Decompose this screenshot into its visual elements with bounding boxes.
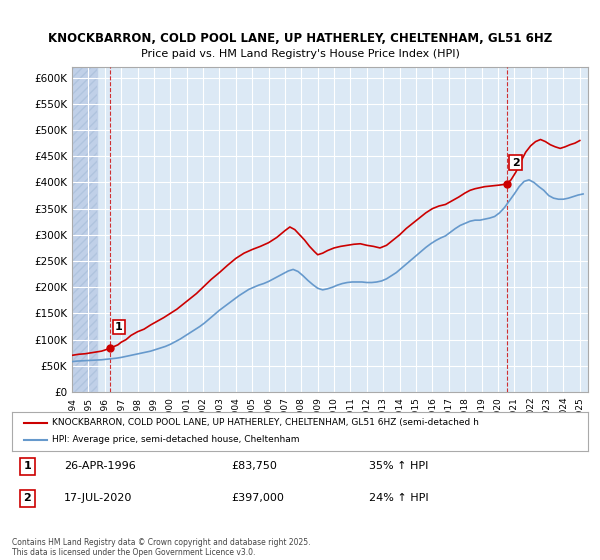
Text: 2: 2 bbox=[23, 493, 31, 503]
Text: 17-JUL-2020: 17-JUL-2020 bbox=[64, 493, 132, 503]
Text: 2: 2 bbox=[512, 158, 520, 167]
Bar bbox=[72, 67, 97, 392]
Text: £397,000: £397,000 bbox=[231, 493, 284, 503]
Text: 1: 1 bbox=[115, 322, 122, 332]
Text: 24% ↑ HPI: 24% ↑ HPI bbox=[369, 493, 429, 503]
Text: KNOCKBARRON, COLD POOL LANE, UP HATHERLEY, CHELTENHAM, GL51 6HZ: KNOCKBARRON, COLD POOL LANE, UP HATHERLE… bbox=[48, 32, 552, 45]
Text: 26-APR-1996: 26-APR-1996 bbox=[64, 461, 136, 471]
Text: HPI: Average price, semi-detached house, Cheltenham: HPI: Average price, semi-detached house,… bbox=[52, 435, 300, 444]
Bar bbox=[72, 67, 97, 392]
Text: 35% ↑ HPI: 35% ↑ HPI bbox=[369, 461, 428, 471]
Text: Contains HM Land Registry data © Crown copyright and database right 2025.
This d: Contains HM Land Registry data © Crown c… bbox=[12, 538, 311, 557]
Text: £83,750: £83,750 bbox=[231, 461, 277, 471]
Text: Price paid vs. HM Land Registry's House Price Index (HPI): Price paid vs. HM Land Registry's House … bbox=[140, 49, 460, 59]
Text: KNOCKBARRON, COLD POOL LANE, UP HATHERLEY, CHELTENHAM, GL51 6HZ (semi-detached h: KNOCKBARRON, COLD POOL LANE, UP HATHERLE… bbox=[52, 418, 479, 427]
Text: 1: 1 bbox=[23, 461, 31, 471]
